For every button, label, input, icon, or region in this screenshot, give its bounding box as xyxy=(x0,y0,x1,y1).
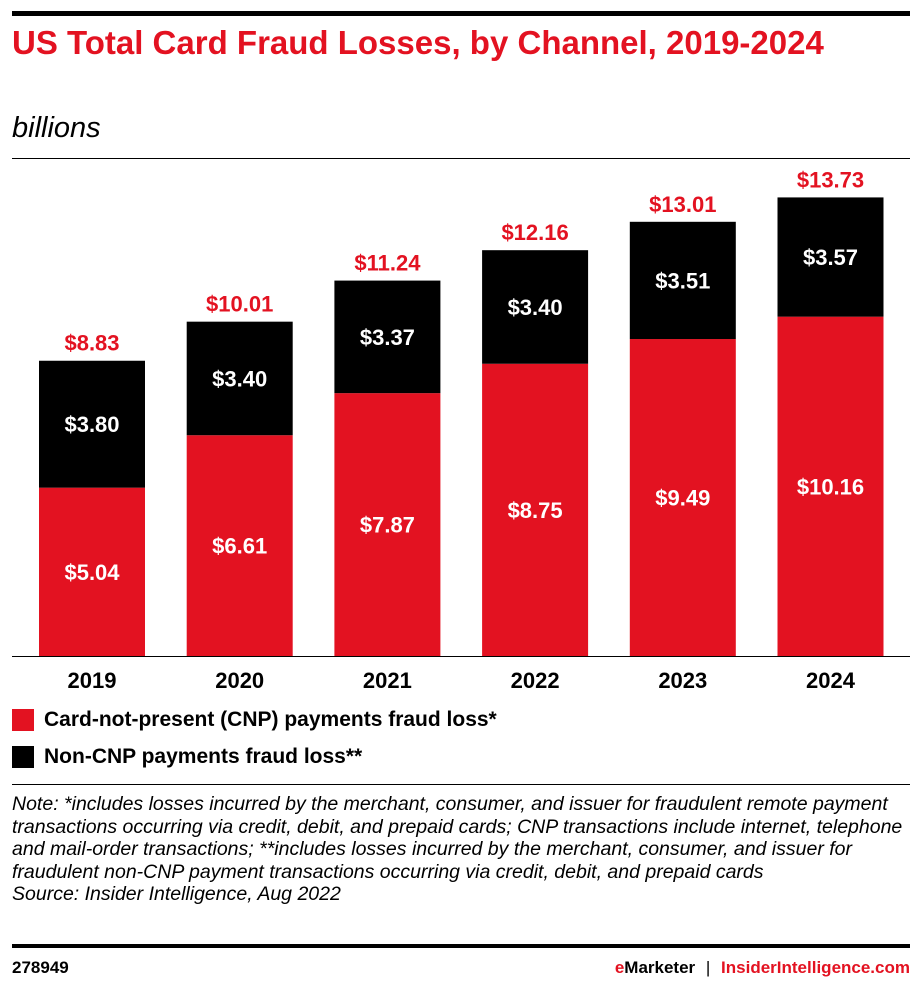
data-label: $6.61 xyxy=(212,534,267,559)
data-label: $3.37 xyxy=(360,325,415,350)
total-label: $13.73 xyxy=(797,167,864,192)
legend-item-non-cnp: Non-CNP payments fraud loss** xyxy=(12,745,362,769)
bar-segment-2020-cnp xyxy=(186,435,293,656)
brand-e: e xyxy=(614,958,625,977)
note-text: Note: *includes losses incurred by the m… xyxy=(12,793,903,883)
total-label: $12.16 xyxy=(501,220,568,245)
bottom-bar xyxy=(12,944,910,948)
top-bar xyxy=(12,11,910,16)
bar-segment-2022-cnp xyxy=(482,363,589,656)
data-label: $8.75 xyxy=(508,498,563,523)
x-tick-label: 2023 xyxy=(658,668,707,693)
bar-segment-2019-non-cnp xyxy=(39,360,145,488)
data-label: $7.87 xyxy=(360,513,415,538)
total-label: $8.83 xyxy=(64,331,119,356)
data-label: $3.40 xyxy=(508,295,563,320)
data-label: $3.51 xyxy=(655,268,710,293)
x-tick-label: 2021 xyxy=(363,668,412,693)
data-label: $9.49 xyxy=(655,486,710,511)
data-label: $3.80 xyxy=(64,412,119,437)
total-label: $13.01 xyxy=(649,192,716,217)
brand-separator: | xyxy=(705,958,711,977)
divider xyxy=(12,784,910,785)
x-tick-label: 2020 xyxy=(215,668,264,693)
data-label: $5.04 xyxy=(64,560,120,585)
x-tick-label: 2022 xyxy=(511,668,560,693)
bar-segment-2024-cnp xyxy=(777,316,884,656)
bar-chart: $5.04 $3.80 $8.83 2019 $6.61 $3.40 $10.01 2020 $… xyxy=(12,167,910,693)
bar-segment-2022-non-cnp xyxy=(482,250,589,364)
bar-segment-2020-non-cnp xyxy=(186,321,293,436)
legend-label: Card-not-present (CNP) payments fraud lo… xyxy=(44,708,497,731)
brand-emarketer: Marketer xyxy=(624,958,696,977)
data-label: $3.40 xyxy=(212,366,267,391)
brand-site[interactable]: InsiderIntelligence.com xyxy=(721,958,910,977)
legend-swatch-black xyxy=(12,746,34,768)
x-tick-label: 2019 xyxy=(68,668,117,693)
notes: Note: *includes losses incurred by the m… xyxy=(12,793,912,906)
divider xyxy=(12,158,910,159)
bar-segment-2021-non-cnp xyxy=(334,280,441,394)
bar-segment-2023-non-cnp xyxy=(629,221,736,340)
data-label: $3.57 xyxy=(803,245,858,270)
bar-segment-2023-cnp xyxy=(629,339,736,656)
source-text: Source: Insider Intelligence, Aug 2022 xyxy=(12,883,341,905)
data-label: $10.16 xyxy=(797,474,864,499)
bar-segment-2021-cnp xyxy=(334,393,441,656)
figure-id: 278949 xyxy=(12,958,69,977)
total-label: $10.01 xyxy=(206,292,273,317)
chart-subtitle: billions xyxy=(12,112,101,144)
brand: eMarketer | InsiderIntelligence.com xyxy=(615,958,910,978)
bar-segment-2024-non-cnp xyxy=(777,197,884,317)
legend-label: Non-CNP payments fraud loss** xyxy=(44,745,363,768)
legend-swatch-red xyxy=(12,709,34,731)
legend-item-cnp: Card-not-present (CNP) payments fraud lo… xyxy=(12,708,497,732)
bar-segment-2019-cnp xyxy=(39,487,145,656)
total-label: $11.24 xyxy=(354,251,421,276)
chart-title: US Total Card Fraud Losses, by Channel, … xyxy=(12,24,824,61)
x-tick-label: 2024 xyxy=(806,668,856,693)
